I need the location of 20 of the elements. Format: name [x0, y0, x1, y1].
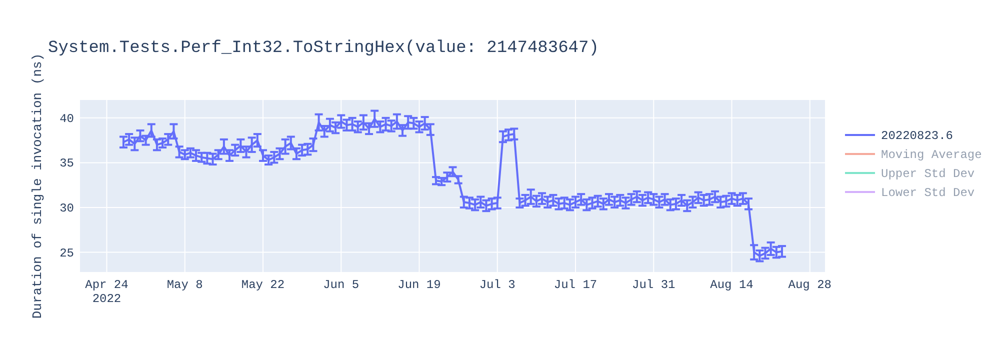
x-tick-label: Apr 24 2022: [85, 278, 128, 306]
x-tick-label: May 22: [241, 278, 285, 292]
legend-label: Upper Std Dev: [881, 167, 975, 181]
x-tick-label: Jul 31: [632, 278, 676, 292]
legend-label: Moving Average: [881, 148, 982, 162]
x-tick-label: Jul 17: [554, 278, 598, 292]
y-tick-label: 40: [60, 112, 74, 126]
x-tick-label: Jun 19: [398, 278, 441, 292]
x-tick-label: May 8: [166, 278, 203, 292]
chart-title: System.Tests.Perf_Int32.ToStringHex(value: 2147483647): [48, 39, 599, 58]
x-tick-label: Aug 28: [788, 278, 832, 292]
y-axis-title: Duration of single invocation (ns): [30, 53, 45, 319]
y-tick-label: 25: [60, 246, 74, 260]
y-tick-label: 35: [60, 156, 74, 171]
legend-label: Lower Std Dev: [881, 186, 975, 200]
x-tick-label: Aug 14: [710, 278, 754, 292]
x-tick-label: Jul 3: [479, 278, 516, 292]
y-tick-label: 30: [60, 202, 74, 216]
x-tick-label: Jun 5: [323, 278, 360, 292]
legend-label: 20220823.6: [881, 129, 954, 143]
